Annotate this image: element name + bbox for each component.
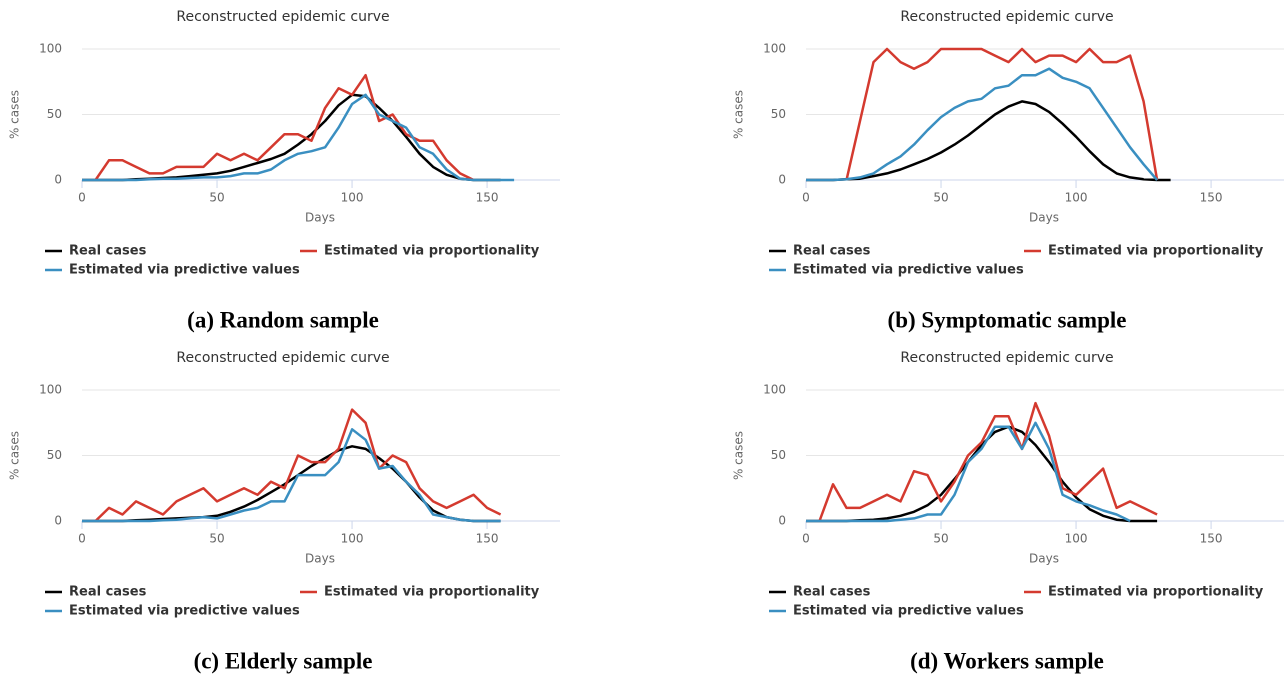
x-tick-label: 50 xyxy=(933,191,948,205)
legend-label: Real cases xyxy=(793,244,871,259)
x-tick-label: 150 xyxy=(1200,532,1223,546)
series-line xyxy=(82,428,501,523)
legend-label: Real cases xyxy=(69,585,147,600)
legend-label: Estimated via predictive values xyxy=(69,263,300,278)
caption: (b) Symptomatic sample xyxy=(888,307,1127,332)
caption: (d) Workers sample xyxy=(910,648,1104,673)
legend-label: Estimated via predictive values xyxy=(69,604,300,619)
series-line xyxy=(806,100,1171,182)
x-tick-label: 100 xyxy=(341,532,364,546)
x-tick-label: 50 xyxy=(209,532,224,546)
x-tick-label: 100 xyxy=(1065,532,1088,546)
legend-label: Estimated via proportionality xyxy=(324,585,540,600)
legend-label: Estimated via proportionality xyxy=(1048,244,1264,259)
x-axis-label: Days xyxy=(305,552,335,566)
x-tick-label: 150 xyxy=(1200,191,1223,205)
series-line xyxy=(806,67,1159,182)
y-tick-label: 50 xyxy=(771,448,786,462)
x-tick-label: 150 xyxy=(476,191,499,205)
series-line xyxy=(94,73,475,182)
x-tick-label: 100 xyxy=(341,191,364,205)
y-axis-label: % cases xyxy=(732,90,746,139)
caption: (a) Random sample xyxy=(187,307,379,332)
series-line xyxy=(82,445,501,523)
legend-label: Estimated via proportionality xyxy=(1048,585,1264,600)
y-tick-label: 100 xyxy=(39,383,62,397)
chart-title: Reconstructed epidemic curve xyxy=(176,9,389,25)
chart-title: Reconstructed epidemic curve xyxy=(900,9,1113,25)
legend-label: Estimated via proportionality xyxy=(324,244,540,259)
series-line xyxy=(818,401,1158,522)
x-tick-label: 0 xyxy=(78,191,86,205)
series-line xyxy=(806,421,1131,523)
y-tick-label: 50 xyxy=(47,448,62,462)
legend-label: Real cases xyxy=(793,585,871,600)
y-tick-label: 0 xyxy=(778,173,786,187)
series-line xyxy=(845,47,1159,181)
x-axis-label: Days xyxy=(305,211,335,225)
x-axis-label: Days xyxy=(1029,211,1059,225)
y-tick-label: 50 xyxy=(771,107,786,121)
series-line xyxy=(94,408,502,522)
x-tick-label: 100 xyxy=(1065,191,1088,205)
y-axis-label: % cases xyxy=(732,431,746,480)
legend-label: Real cases xyxy=(69,244,147,259)
x-tick-label: 50 xyxy=(933,532,948,546)
y-tick-label: 0 xyxy=(54,514,62,528)
y-axis-label: % cases xyxy=(8,90,22,139)
x-tick-label: 0 xyxy=(802,532,810,546)
legend-label: Estimated via predictive values xyxy=(793,604,1024,619)
legend-label: Estimated via predictive values xyxy=(793,263,1024,278)
y-tick-label: 100 xyxy=(763,42,786,56)
chart-title: Reconstructed epidemic curve xyxy=(900,350,1113,366)
x-axis-label: Days xyxy=(1029,552,1059,566)
caption: (c) Elderly sample xyxy=(194,648,373,673)
x-tick-label: 50 xyxy=(209,191,224,205)
y-tick-label: 100 xyxy=(39,42,62,56)
y-tick-label: 0 xyxy=(778,514,786,528)
x-tick-label: 0 xyxy=(78,532,86,546)
chart-title: Reconstructed epidemic curve xyxy=(176,350,389,366)
x-tick-label: 150 xyxy=(476,532,499,546)
y-tick-label: 50 xyxy=(47,107,62,121)
series-line xyxy=(82,93,515,182)
series-line xyxy=(82,93,501,182)
x-tick-label: 0 xyxy=(802,191,810,205)
y-tick-label: 100 xyxy=(763,383,786,397)
y-axis-label: % cases xyxy=(8,431,22,480)
y-tick-label: 0 xyxy=(54,173,62,187)
